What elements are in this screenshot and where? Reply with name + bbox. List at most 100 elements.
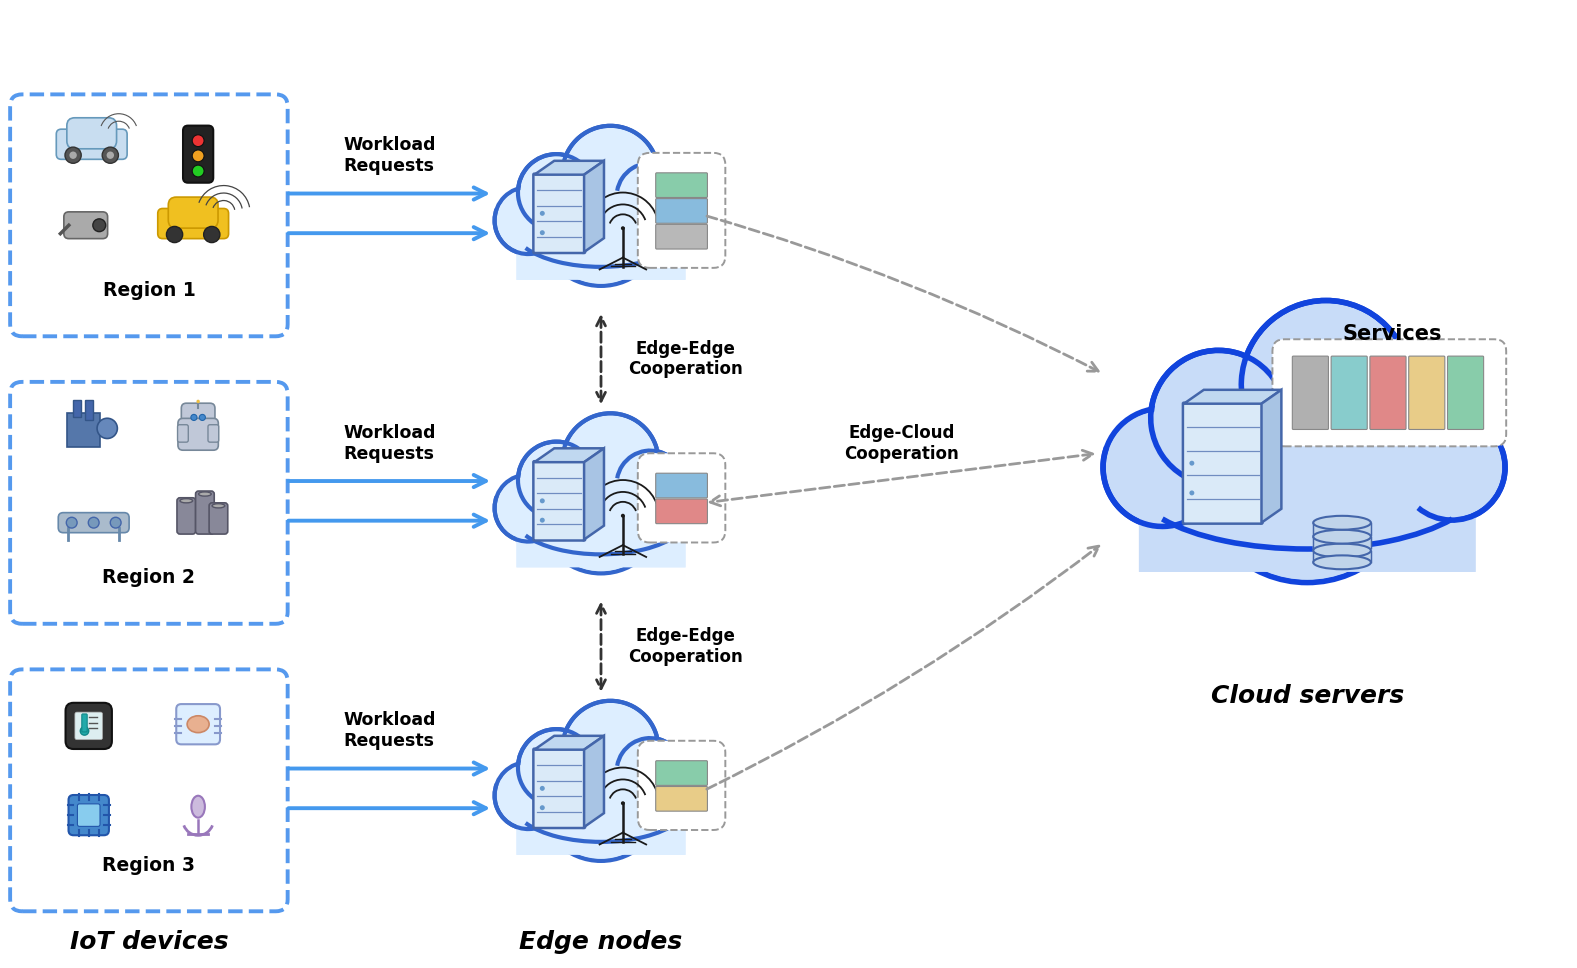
Text: IoT devices: IoT devices (69, 930, 229, 953)
Ellipse shape (513, 764, 689, 842)
Circle shape (539, 211, 544, 216)
Ellipse shape (513, 476, 689, 555)
FancyBboxPatch shape (1370, 356, 1407, 430)
Ellipse shape (1314, 529, 1370, 544)
FancyBboxPatch shape (1273, 339, 1506, 446)
Circle shape (520, 732, 593, 803)
Circle shape (80, 727, 88, 735)
Circle shape (539, 499, 544, 503)
Circle shape (621, 802, 624, 805)
FancyBboxPatch shape (637, 741, 725, 830)
Circle shape (1189, 491, 1194, 496)
FancyBboxPatch shape (66, 118, 117, 149)
FancyBboxPatch shape (58, 513, 129, 532)
FancyBboxPatch shape (637, 153, 725, 268)
Circle shape (621, 514, 624, 518)
FancyBboxPatch shape (9, 670, 287, 911)
FancyBboxPatch shape (517, 824, 686, 855)
Ellipse shape (180, 499, 192, 502)
Circle shape (647, 480, 702, 535)
Circle shape (517, 154, 595, 230)
Circle shape (66, 517, 77, 529)
Circle shape (1197, 363, 1418, 583)
FancyBboxPatch shape (66, 413, 101, 447)
Circle shape (192, 166, 203, 177)
Text: Edge nodes: Edge nodes (519, 930, 683, 953)
Text: Region 2: Region 2 (103, 568, 196, 588)
FancyBboxPatch shape (63, 212, 107, 239)
Circle shape (563, 126, 659, 222)
Circle shape (1151, 350, 1287, 485)
Circle shape (538, 449, 664, 573)
Circle shape (98, 418, 117, 439)
Ellipse shape (191, 796, 205, 818)
FancyBboxPatch shape (1312, 523, 1372, 535)
Circle shape (620, 166, 681, 227)
Circle shape (565, 703, 656, 794)
FancyBboxPatch shape (181, 404, 214, 430)
Circle shape (192, 150, 203, 162)
FancyBboxPatch shape (82, 714, 87, 732)
Ellipse shape (211, 503, 226, 508)
Circle shape (199, 414, 205, 420)
Circle shape (103, 147, 118, 164)
Circle shape (1200, 367, 1415, 580)
FancyBboxPatch shape (656, 173, 708, 197)
FancyBboxPatch shape (517, 249, 686, 280)
FancyBboxPatch shape (1408, 356, 1445, 430)
Circle shape (1399, 414, 1504, 520)
Circle shape (107, 152, 114, 159)
FancyBboxPatch shape (656, 473, 708, 498)
Circle shape (621, 227, 624, 230)
Circle shape (517, 729, 595, 805)
Circle shape (69, 152, 77, 159)
Circle shape (643, 478, 703, 538)
FancyBboxPatch shape (178, 418, 218, 450)
Circle shape (538, 162, 664, 286)
Circle shape (617, 450, 684, 518)
FancyBboxPatch shape (183, 126, 213, 183)
Ellipse shape (188, 715, 210, 733)
FancyBboxPatch shape (57, 129, 128, 160)
Circle shape (1105, 411, 1219, 524)
Circle shape (191, 414, 197, 420)
Circle shape (541, 164, 661, 284)
Ellipse shape (1314, 556, 1370, 569)
FancyBboxPatch shape (533, 748, 585, 828)
Polygon shape (583, 736, 604, 827)
Circle shape (497, 477, 560, 539)
FancyBboxPatch shape (77, 803, 99, 827)
Circle shape (541, 451, 661, 571)
FancyBboxPatch shape (178, 425, 188, 442)
FancyBboxPatch shape (1292, 356, 1328, 430)
Circle shape (1350, 370, 1462, 481)
Circle shape (541, 739, 661, 859)
Circle shape (647, 768, 702, 823)
FancyBboxPatch shape (74, 400, 80, 416)
FancyBboxPatch shape (68, 795, 109, 835)
FancyBboxPatch shape (66, 703, 112, 749)
Circle shape (1241, 300, 1410, 469)
Polygon shape (535, 448, 604, 462)
Text: Workload
Requests: Workload Requests (344, 136, 435, 175)
FancyBboxPatch shape (1139, 517, 1476, 572)
FancyBboxPatch shape (1331, 356, 1367, 430)
FancyBboxPatch shape (656, 198, 708, 224)
Circle shape (565, 415, 656, 506)
Circle shape (495, 187, 561, 254)
Circle shape (1102, 408, 1222, 527)
FancyBboxPatch shape (533, 173, 585, 253)
FancyBboxPatch shape (169, 197, 218, 228)
Circle shape (495, 474, 561, 541)
FancyBboxPatch shape (656, 761, 708, 785)
Circle shape (539, 786, 544, 791)
Circle shape (520, 444, 593, 516)
Ellipse shape (199, 492, 211, 497)
Circle shape (192, 135, 203, 146)
Circle shape (647, 193, 702, 248)
FancyBboxPatch shape (208, 425, 219, 442)
Circle shape (538, 737, 664, 861)
FancyBboxPatch shape (517, 536, 686, 567)
Circle shape (88, 517, 99, 529)
Polygon shape (1184, 390, 1282, 404)
